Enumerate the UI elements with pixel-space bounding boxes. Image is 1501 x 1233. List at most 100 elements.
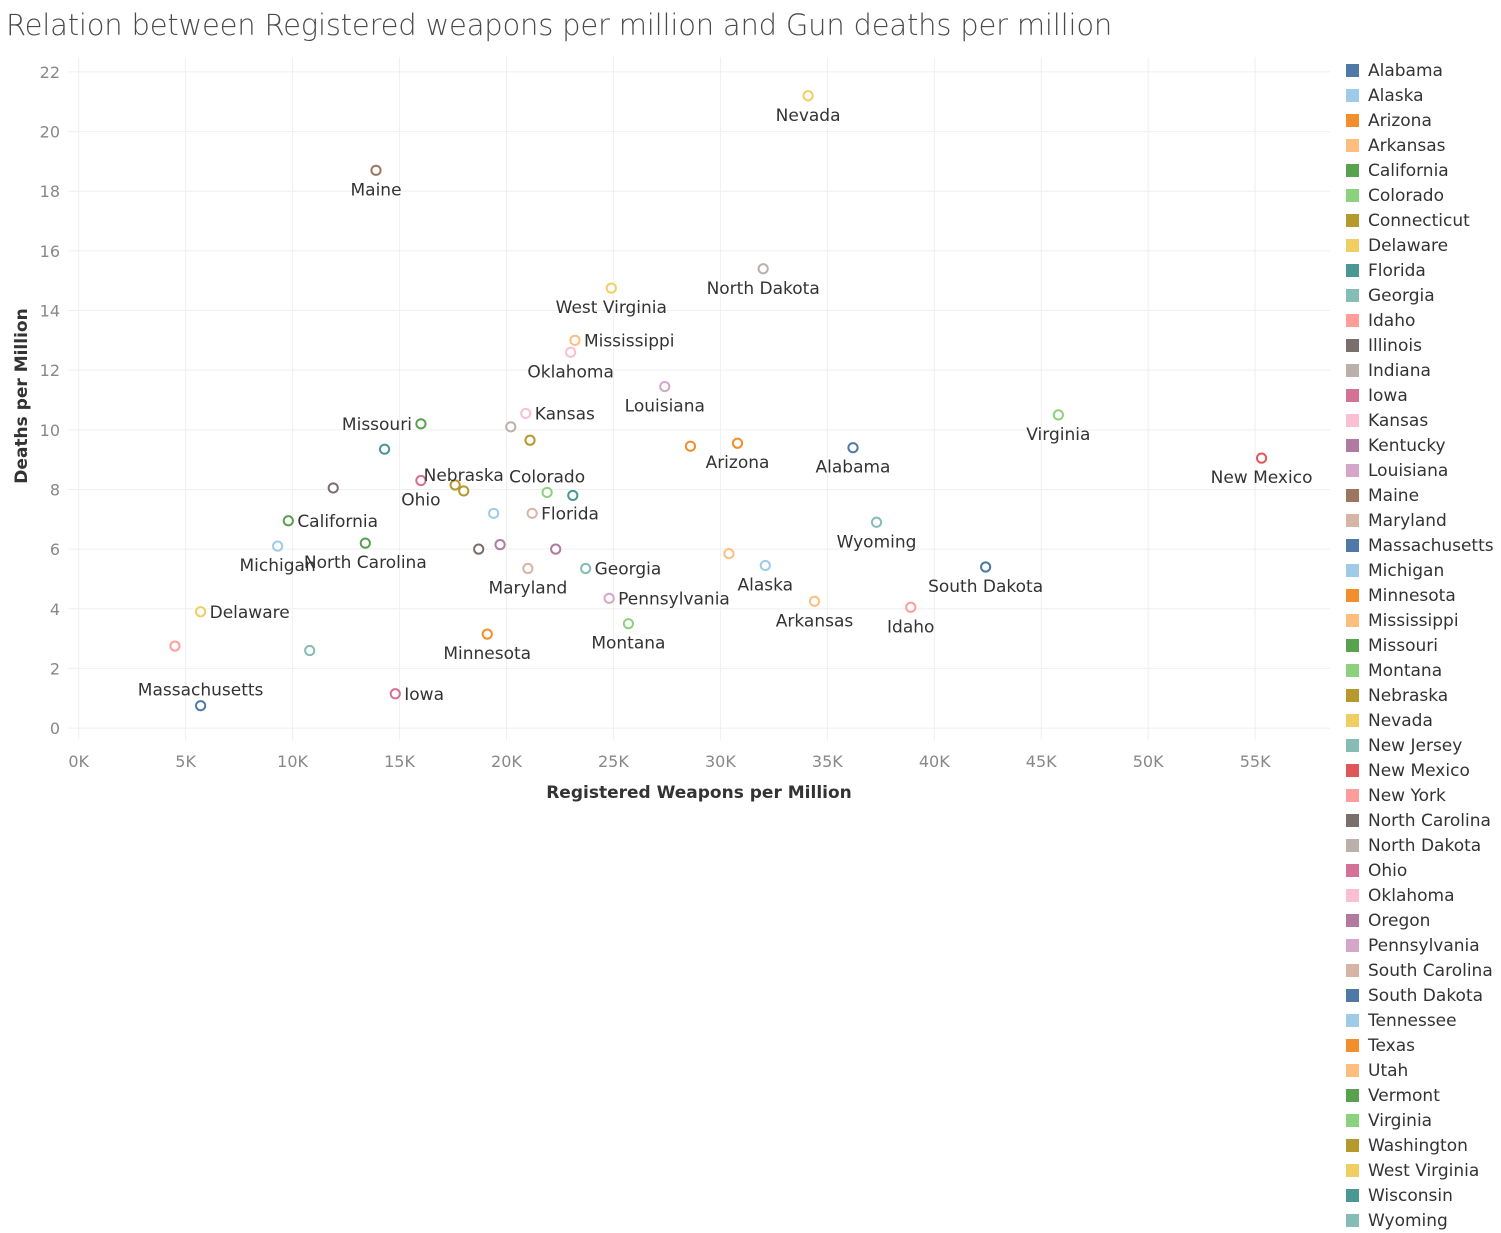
legend-label: Delaware — [1368, 235, 1449, 256]
legend-item[interactable]: Delaware — [1346, 233, 1501, 258]
legend-item[interactable]: Mississippi — [1346, 608, 1501, 633]
data-point[interactable] — [370, 164, 382, 176]
data-point[interactable] — [272, 540, 284, 552]
data-point[interactable] — [605, 282, 617, 294]
data-point[interactable] — [282, 515, 294, 527]
legend-item[interactable]: New York — [1346, 783, 1501, 808]
data-point[interactable] — [327, 482, 339, 494]
legend-item[interactable]: Iowa — [1346, 383, 1501, 408]
legend-item[interactable]: Georgia — [1346, 283, 1501, 308]
legend-item[interactable]: Nebraska — [1346, 683, 1501, 708]
data-point[interactable] — [541, 486, 553, 499]
data-point[interactable] — [847, 442, 859, 454]
legend-item[interactable]: West Virginia — [1346, 1158, 1501, 1183]
legend-item[interactable]: Louisiana — [1346, 458, 1501, 483]
data-point[interactable] — [622, 618, 635, 630]
data-point[interactable] — [488, 507, 500, 519]
data-point[interactable] — [449, 479, 461, 491]
legend-item[interactable]: California — [1346, 158, 1501, 183]
legend-item[interactable]: Alabama — [1346, 58, 1501, 83]
legend-item[interactable]: Florida — [1346, 258, 1501, 283]
data-point[interactable] — [1052, 409, 1064, 421]
data-point[interactable] — [759, 559, 771, 572]
data-point[interactable] — [481, 628, 493, 640]
data-point[interactable] — [505, 421, 517, 433]
data-point[interactable] — [169, 640, 181, 652]
data-point[interactable] — [195, 700, 207, 712]
legend-item[interactable]: Idaho — [1346, 308, 1501, 333]
data-point[interactable] — [808, 595, 821, 607]
legend-item[interactable]: Wyoming — [1346, 1208, 1501, 1233]
data-point[interactable] — [389, 688, 401, 700]
data-point[interactable] — [870, 516, 883, 528]
legend-swatch — [1346, 1214, 1359, 1227]
legend-item[interactable]: Arizona — [1346, 108, 1501, 133]
legend-item[interactable]: Connecticut — [1346, 208, 1501, 233]
legend-item[interactable]: Texas — [1346, 1033, 1501, 1058]
point-label: Michigan — [240, 556, 316, 576]
data-point[interactable] — [458, 485, 470, 497]
legend-item[interactable]: Kentucky — [1346, 433, 1501, 458]
legend-item[interactable]: Wisconsin — [1346, 1183, 1501, 1208]
legend-item[interactable]: New Jersey — [1346, 733, 1501, 758]
data-point[interactable] — [569, 334, 581, 346]
legend-swatch — [1346, 139, 1359, 152]
data-point[interactable] — [520, 407, 532, 420]
legend-item[interactable]: Ohio — [1346, 858, 1501, 883]
data-point[interactable] — [731, 437, 744, 449]
data-point[interactable] — [524, 434, 536, 446]
legend-item[interactable]: Minnesota — [1346, 583, 1501, 608]
legend-item[interactable]: Utah — [1346, 1058, 1501, 1083]
data-point[interactable] — [415, 418, 427, 430]
data-point[interactable] — [802, 90, 814, 102]
data-point[interactable] — [659, 380, 671, 393]
legend-item[interactable]: Pennsylvania — [1346, 933, 1501, 958]
data-point[interactable] — [494, 539, 506, 551]
legend-item[interactable]: Indiana — [1346, 358, 1501, 383]
legend-item[interactable]: South Dakota — [1346, 983, 1501, 1008]
legend-item[interactable]: Oklahoma — [1346, 883, 1501, 908]
legend-item[interactable]: Michigan — [1346, 558, 1501, 583]
data-point[interactable] — [905, 601, 917, 613]
data-point[interactable] — [567, 489, 579, 502]
legend-item[interactable]: North Carolina — [1346, 808, 1501, 833]
legend-item[interactable]: Maine — [1346, 483, 1501, 508]
legend-item[interactable]: Virginia — [1346, 1108, 1501, 1133]
legend-item[interactable]: Missouri — [1346, 633, 1501, 658]
legend-item[interactable]: Vermont — [1346, 1083, 1501, 1108]
data-point[interactable] — [757, 263, 769, 275]
data-point[interactable] — [550, 543, 562, 555]
data-point[interactable] — [415, 474, 427, 487]
data-point[interactable] — [580, 562, 592, 575]
data-point[interactable] — [1255, 452, 1268, 464]
data-point[interactable] — [603, 592, 615, 604]
data-point[interactable] — [359, 537, 371, 549]
legend-swatch — [1346, 264, 1359, 277]
data-point[interactable] — [526, 507, 538, 519]
legend-item[interactable]: New Mexico — [1346, 758, 1501, 783]
x-tick-label: 5K — [175, 752, 196, 771]
data-point[interactable] — [565, 346, 577, 358]
legend-item[interactable]: Montana — [1346, 658, 1501, 683]
data-point[interactable] — [473, 543, 485, 555]
legend-item[interactable]: Massachusetts — [1346, 533, 1501, 558]
data-point[interactable] — [980, 561, 992, 573]
legend-item[interactable]: Illinois — [1346, 333, 1501, 358]
data-point[interactable] — [522, 562, 534, 575]
data-point[interactable] — [723, 547, 735, 560]
legend-item[interactable]: North Dakota — [1346, 833, 1501, 858]
data-point[interactable] — [378, 443, 391, 455]
legend-item[interactable]: Kansas — [1346, 408, 1501, 433]
legend-item[interactable]: Nevada — [1346, 708, 1501, 733]
legend-item[interactable]: Arkansas — [1346, 133, 1501, 158]
legend-item[interactable]: Alaska — [1346, 83, 1501, 108]
data-point[interactable] — [304, 644, 316, 657]
legend-item[interactable]: South Carolina — [1346, 958, 1501, 983]
legend-item[interactable]: Tennessee — [1346, 1008, 1501, 1033]
legend-item[interactable]: Colorado — [1346, 183, 1501, 208]
legend-item[interactable]: Washington — [1346, 1133, 1501, 1158]
legend-item[interactable]: Maryland — [1346, 508, 1501, 533]
data-point[interactable] — [684, 440, 697, 452]
legend-item[interactable]: Oregon — [1346, 908, 1501, 933]
data-point[interactable] — [195, 606, 207, 618]
